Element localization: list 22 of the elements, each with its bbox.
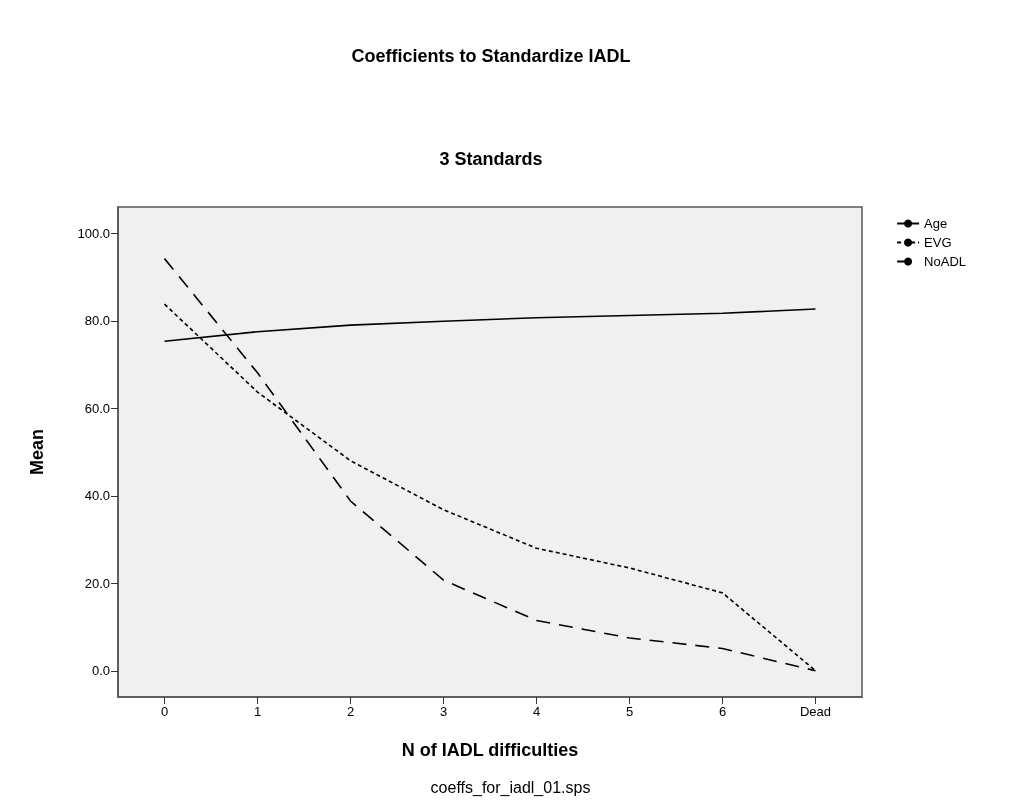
y-tick-label: 0.0: [91, 663, 110, 679]
legend-label: NoADL: [924, 254, 967, 269]
x-tick-label: 3: [439, 704, 448, 719]
text: coeffs_for_iadl_01.sps: [430, 778, 591, 797]
y-tick-label: 100.0: [77, 225, 110, 241]
y-tick-label: 20.0: [84, 575, 110, 591]
x-tick-label: Dead: [799, 704, 832, 719]
x-tick-label: 5: [625, 704, 634, 719]
legend-label: EVG: [924, 235, 952, 250]
x-tick-label: 4: [532, 704, 541, 719]
y-tick-label: 40.0: [84, 488, 110, 504]
x-tick-label: 6: [718, 704, 727, 719]
chart-title: Coefficients to Standardize IADL: [351, 46, 631, 66]
x-tick-label: 1: [253, 704, 262, 719]
legend-label: Age: [924, 216, 948, 231]
y-tick-label: 80.0: [84, 313, 110, 329]
y-axis-title: Mean: [27, 428, 47, 476]
x-tick-label: 2: [346, 704, 355, 719]
x-axis-title: N of IADL difficulties: [401, 740, 579, 760]
x-tick-label: 0: [160, 704, 169, 719]
y-tick-label: 60.0: [84, 400, 110, 416]
chart-subtitle: 3 Standards: [439, 149, 543, 169]
